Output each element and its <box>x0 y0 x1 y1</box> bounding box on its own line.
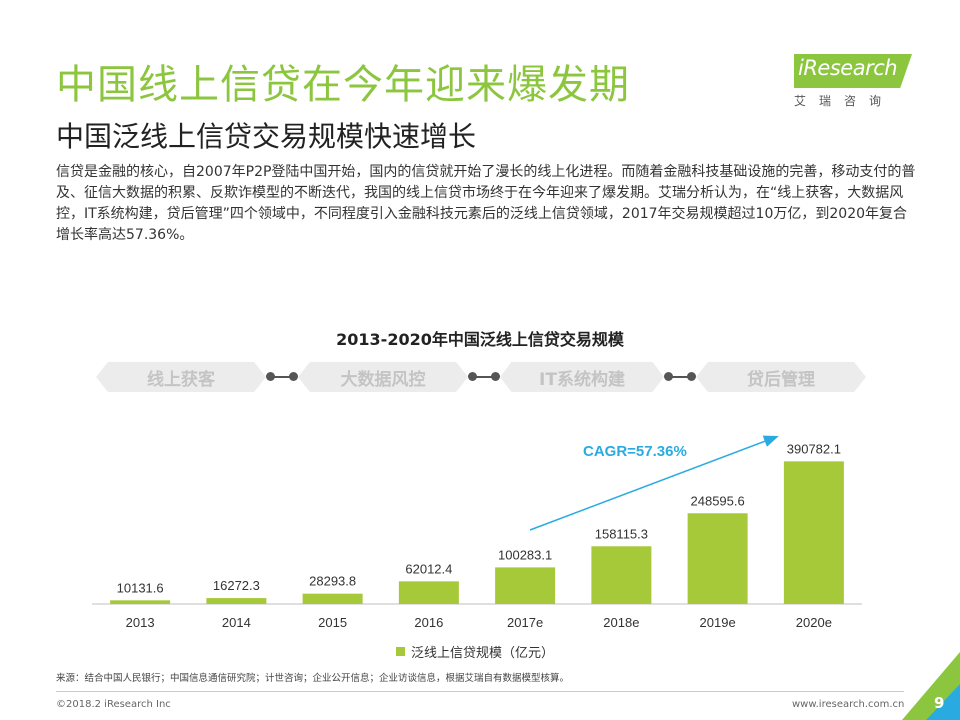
x-tick-2014: 2014 <box>222 615 251 630</box>
connector-dot <box>664 372 673 381</box>
bar-2014 <box>206 598 267 604</box>
connector-dot <box>266 372 275 381</box>
value-label-2017e: 100283.1 <box>498 547 552 562</box>
cagr-arrow <box>529 435 779 531</box>
x-tick-2019e: 2019e <box>700 615 736 630</box>
website-url: www.iresearch.com.cn <box>792 699 905 710</box>
bar-2018e <box>591 546 652 604</box>
value-label-2020e: 390782.1 <box>787 441 841 456</box>
page-title: 中国线上信贷在今年迎来爆发期 <box>56 62 630 108</box>
x-tick-2013: 2013 <box>126 615 155 630</box>
legend-swatch <box>396 647 405 656</box>
iresearch-logo: iResearch 艾瑞咨询 <box>788 50 918 108</box>
chart-title: 2013-2020年中国泛线上信贷交易规模 <box>336 330 624 349</box>
bar-2013 <box>110 600 171 604</box>
chart-legend: 泛线上信贷规模（亿元） <box>396 642 554 661</box>
stage-post-loan: 贷后管理 <box>696 362 866 392</box>
connector-dot <box>289 372 298 381</box>
stage-flow: 线上获客 大数据风控 IT系统构建 贷后管理 <box>96 362 866 392</box>
connector-dot <box>491 372 500 381</box>
legend-label: 泛线上信贷规模（亿元） <box>411 646 555 661</box>
logo-word: iResearch <box>798 56 898 80</box>
bar-2016 <box>398 581 459 604</box>
intro-paragraph: 信贷是金融的核心，自2007年P2P登陆中国开始，国内的信贷就开始了漫长的线上化… <box>56 164 916 243</box>
stage-online-acquisition: 线上获客 <box>96 362 266 392</box>
bar-2015 <box>302 593 363 604</box>
x-tick-2020e: 2020e <box>796 615 832 630</box>
x-tick-2016: 2016 <box>414 615 443 630</box>
bar-2020e <box>783 461 844 604</box>
value-label-2016: 62012.4 <box>405 561 452 576</box>
bar-2019e <box>687 513 748 604</box>
stage-connector <box>666 376 694 378</box>
logo-badge <box>794 54 912 88</box>
value-label-2018e: 158115.3 <box>595 526 648 541</box>
logo-subtitle: 艾瑞咨询 <box>794 94 895 108</box>
copyright: ©2018.2 iResearch Inc <box>56 699 171 710</box>
value-label-2019e: 248595.6 <box>691 493 745 508</box>
x-tick-2018e: 2018e <box>603 615 639 630</box>
source-note: 来源：结合中国人民银行；中国信息通信研究院；计世咨询；企业公开信息；企业访谈信息… <box>56 673 570 684</box>
stage-big-data-risk: 大数据风控 <box>298 362 468 392</box>
value-label-2014: 16272.3 <box>213 578 260 593</box>
bar-2017e <box>495 567 556 604</box>
value-label-2013: 10131.6 <box>117 580 164 595</box>
stage-connector <box>268 376 296 378</box>
stage-connector <box>470 376 498 378</box>
page-number: 9 <box>934 694 945 712</box>
connector-dot <box>687 372 696 381</box>
page-subtitle: 中国泛线上信贷交易规模快速增长 <box>56 120 477 153</box>
connector-dot <box>468 372 477 381</box>
x-tick-2017e: 2017e <box>507 615 543 630</box>
footer-divider <box>56 691 904 692</box>
x-tick-2015: 2015 <box>318 615 347 630</box>
cagr-annotation: CAGR=57.36% <box>583 443 687 460</box>
stage-it-system: IT系统构建 <box>500 362 664 392</box>
value-label-2015: 28293.8 <box>309 574 356 589</box>
